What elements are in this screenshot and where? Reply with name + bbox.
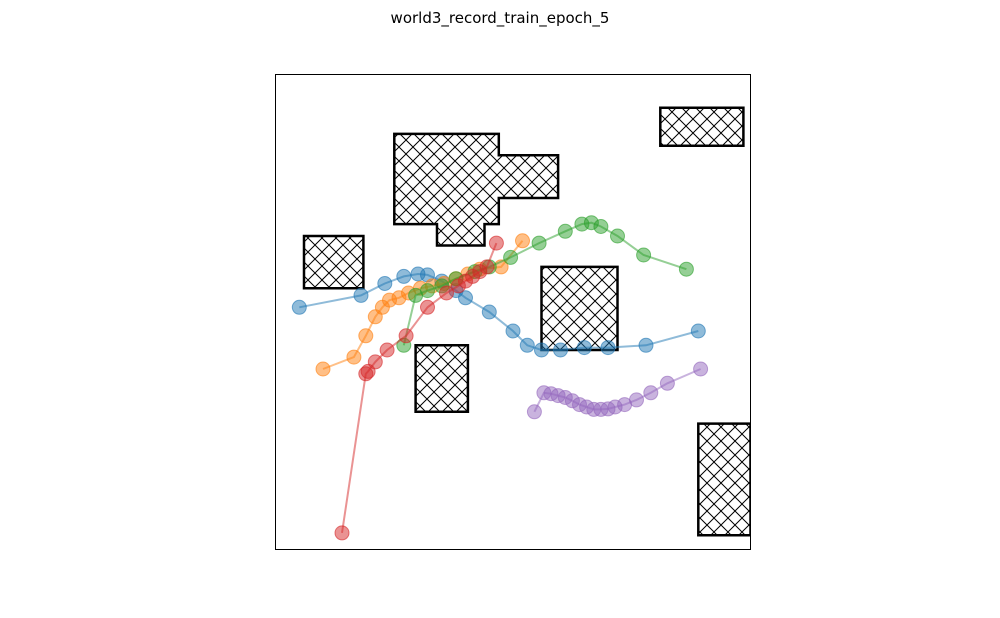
- obstacle-6: [697, 422, 751, 537]
- series-5-point-15: [643, 385, 659, 401]
- series-1-point-13: [534, 342, 549, 358]
- series-3-point-3: [420, 283, 435, 299]
- chart-title: world3_record_train_epoch_5: [390, 9, 610, 27]
- series-5-point-14: [629, 392, 644, 408]
- series-1-point-1: [291, 299, 307, 315]
- series-3-point-10: [557, 223, 573, 239]
- series-2-point-1: [315, 361, 331, 377]
- series-1-point-18: [690, 323, 706, 339]
- series-5-point-16: [659, 375, 675, 391]
- series-2-point-16: [515, 233, 530, 249]
- obstacle-5: [414, 344, 470, 414]
- series-1-point-10: [481, 304, 497, 320]
- series-1-point-3: [377, 276, 393, 291]
- series-3-point-16: [678, 261, 694, 277]
- series-4-point-6: [398, 328, 414, 344]
- series-4-point-8: [439, 285, 454, 301]
- obstacle-2: [659, 106, 745, 148]
- series-3-point-9: [531, 235, 547, 251]
- series-4-point-5: [379, 342, 395, 358]
- series-1-point-12: [519, 337, 535, 353]
- series-5: [526, 361, 709, 420]
- series-4: [334, 235, 504, 541]
- series-2-point-2: [346, 349, 362, 365]
- series-1-point-2: [353, 287, 369, 303]
- obstacle-4: [540, 265, 619, 352]
- obstacle-layer: [302, 106, 751, 537]
- series-2-point-3: [358, 328, 374, 344]
- series-3-point-14: [610, 228, 625, 244]
- series-3-point-15: [636, 247, 652, 263]
- obstacle-1: [393, 132, 560, 247]
- series-4-point-13: [479, 259, 495, 275]
- axes-frame: [275, 74, 751, 550]
- series-1-point-15: [576, 340, 592, 356]
- series-layer: [291, 215, 709, 541]
- series-5-point-17: [693, 361, 709, 377]
- series-4-point-7: [420, 299, 435, 315]
- series-3-point-13: [593, 219, 609, 234]
- series-5-point-1: [526, 404, 542, 420]
- series-1-point-4: [396, 268, 412, 284]
- series-1-point-9: [458, 290, 473, 306]
- series-4-point-14: [488, 235, 504, 251]
- series-4-point-4: [367, 354, 383, 370]
- obstacle-3: [302, 234, 365, 290]
- series-1-point-14: [553, 342, 568, 358]
- series-4-point-1: [334, 525, 350, 541]
- series-3-line: [402, 221, 687, 346]
- series-1-point-17: [638, 337, 654, 353]
- series-1-point-11: [505, 323, 521, 339]
- series-3-point-8: [503, 249, 519, 265]
- series-1-point-16: [600, 340, 616, 356]
